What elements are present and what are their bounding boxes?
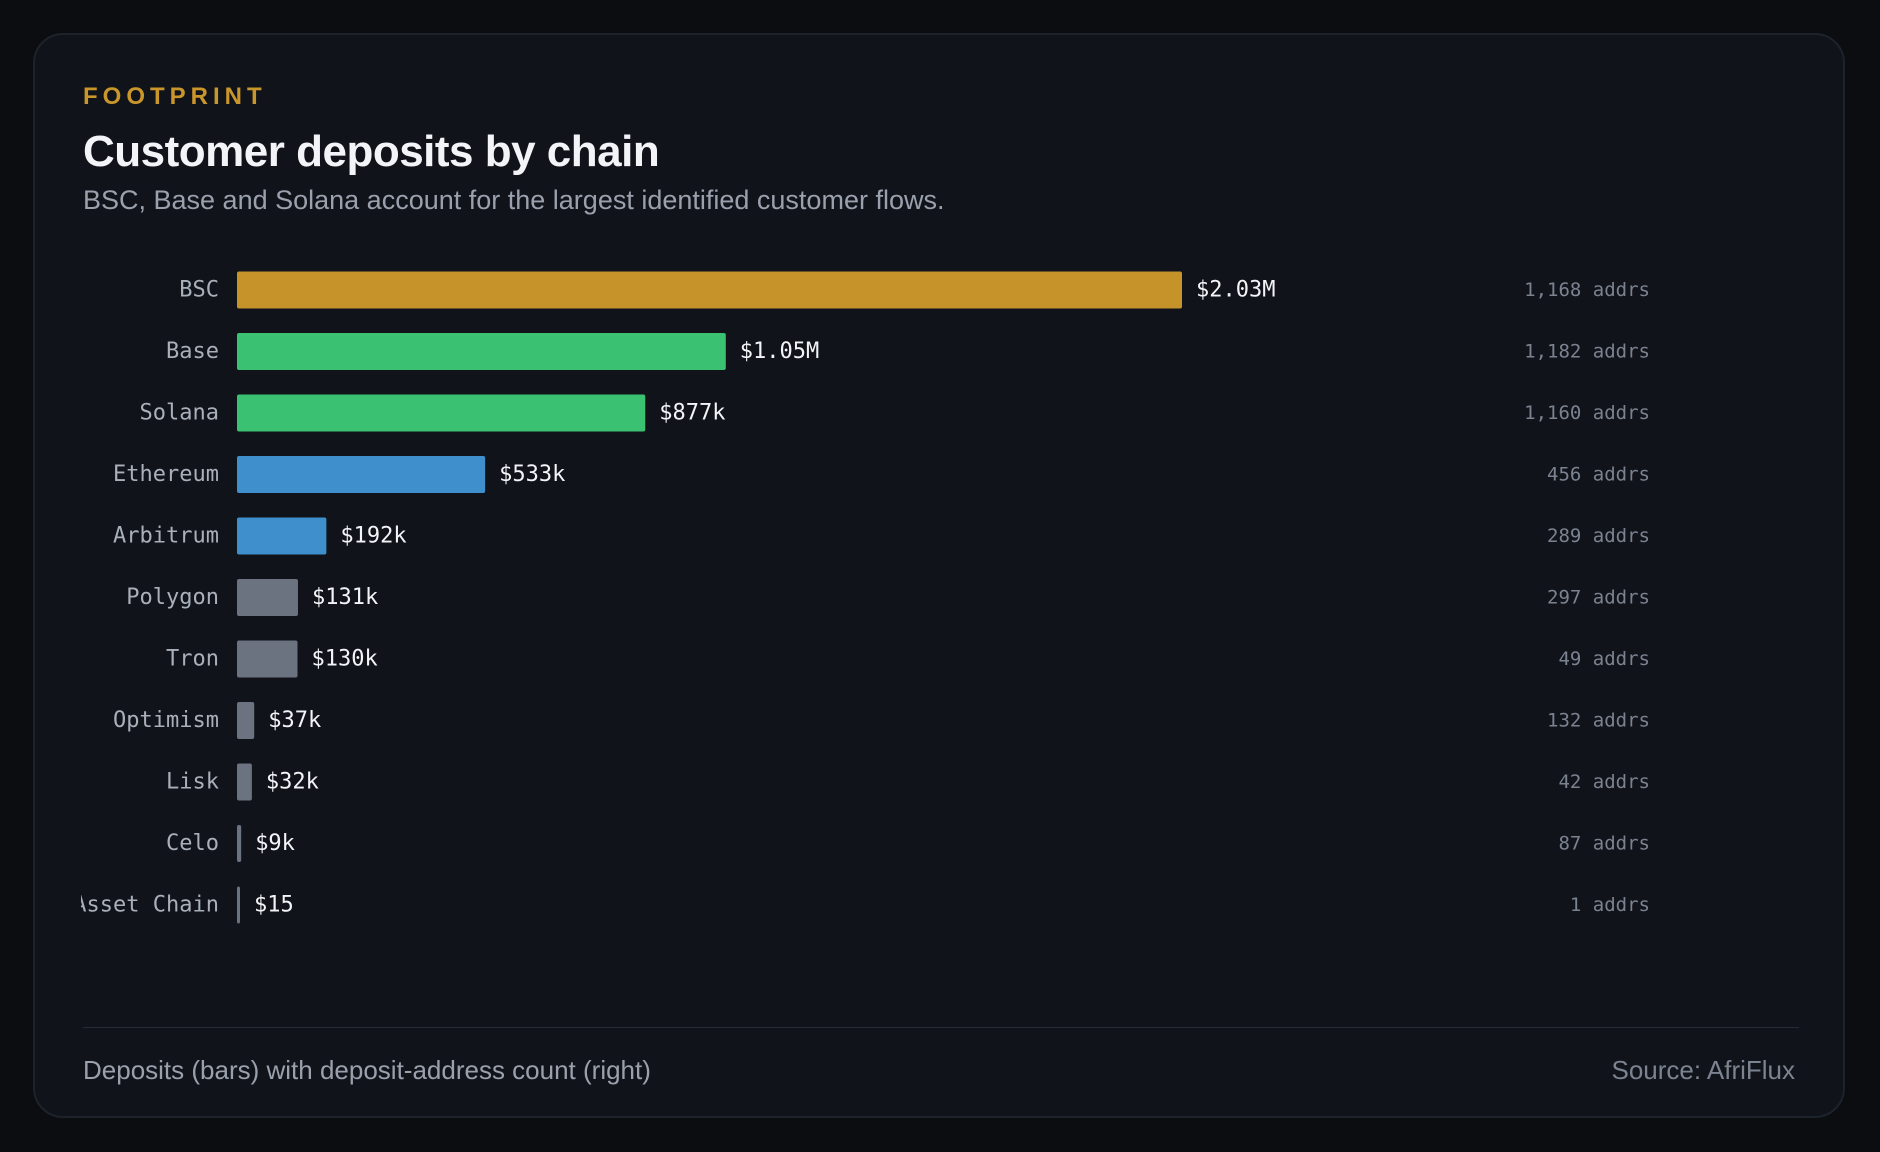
bar-arbitrum <box>237 517 327 555</box>
value-label-solana: $877k <box>659 401 725 426</box>
category-label-arbitrum: Arbitrum <box>113 524 219 549</box>
value-label-base: $1.05M <box>740 339 819 364</box>
address-count-lisk: 42 addrs <box>1558 771 1650 793</box>
category-label-solana: Solana <box>140 401 219 426</box>
category-label-bsc: BSC <box>179 278 219 303</box>
bar-base <box>237 333 726 370</box>
value-label-asset-chain: $15 <box>254 893 294 918</box>
category-label-asset-chain: Asset Chain <box>73 893 219 918</box>
address-count-arbitrum: 289 addrs <box>1547 525 1650 547</box>
bar-tron <box>237 640 298 678</box>
address-count-celo: 87 addrs <box>1558 833 1650 855</box>
value-label-bsc: $2.03M <box>1196 278 1275 303</box>
category-label-base: Base <box>166 339 219 364</box>
value-label-optimism: $37k <box>268 708 321 733</box>
address-count-bsc: 1,168 addrs <box>1524 279 1650 301</box>
category-label-polygon: Polygon <box>126 585 219 610</box>
address-count-ethereum: 456 addrs <box>1547 464 1650 486</box>
bar-solana <box>237 394 646 432</box>
category-label-optimism: Optimism <box>113 708 219 733</box>
chart-card: FOOTPRINT Customer deposits by chain BSC… <box>33 33 1845 1118</box>
footer-source: Source: AfriFlux <box>1611 1055 1795 1085</box>
footer-divider <box>83 1027 1799 1028</box>
value-label-polygon: $131k <box>312 585 378 610</box>
chart-title: Customer deposits by chain <box>83 127 660 176</box>
footer-note: Deposits (bars) with deposit-address cou… <box>83 1055 651 1085</box>
value-label-ethereum: $533k <box>499 462 565 487</box>
address-count-base: 1,182 addrs <box>1524 341 1650 363</box>
bar-ethereum <box>237 456 486 493</box>
eyebrow-label: FOOTPRINT <box>83 83 267 110</box>
value-label-celo: $9k <box>255 831 295 856</box>
bar-optimism <box>237 702 255 739</box>
value-label-arbitrum: $192k <box>340 524 406 549</box>
category-label-lisk: Lisk <box>166 770 219 795</box>
bar-bsc <box>237 271 1182 309</box>
address-count-tron: 49 addrs <box>1558 648 1650 670</box>
address-count-polygon: 297 addrs <box>1547 587 1650 609</box>
bar-polygon <box>237 579 298 616</box>
address-count-asset-chain: 1 addrs <box>1570 894 1650 916</box>
bar-chart: BSC $2.03M 1,168 addrs Base $1.05M 1,182 addr… <box>73 271 1650 924</box>
chart-subtitle: BSC, Base and Solana account for the lar… <box>83 185 945 215</box>
value-label-tron: $130k <box>312 647 378 672</box>
category-label-ethereum: Ethereum <box>113 462 219 487</box>
bar-asset-chain <box>237 886 240 924</box>
address-count-solana: 1,160 addrs <box>1524 402 1650 424</box>
bar-lisk <box>237 763 252 801</box>
category-label-tron: Tron <box>166 647 219 672</box>
bar-celo <box>237 825 242 862</box>
category-label-celo: Celo <box>166 831 219 856</box>
address-count-optimism: 132 addrs <box>1547 710 1650 732</box>
value-label-lisk: $32k <box>266 770 319 795</box>
